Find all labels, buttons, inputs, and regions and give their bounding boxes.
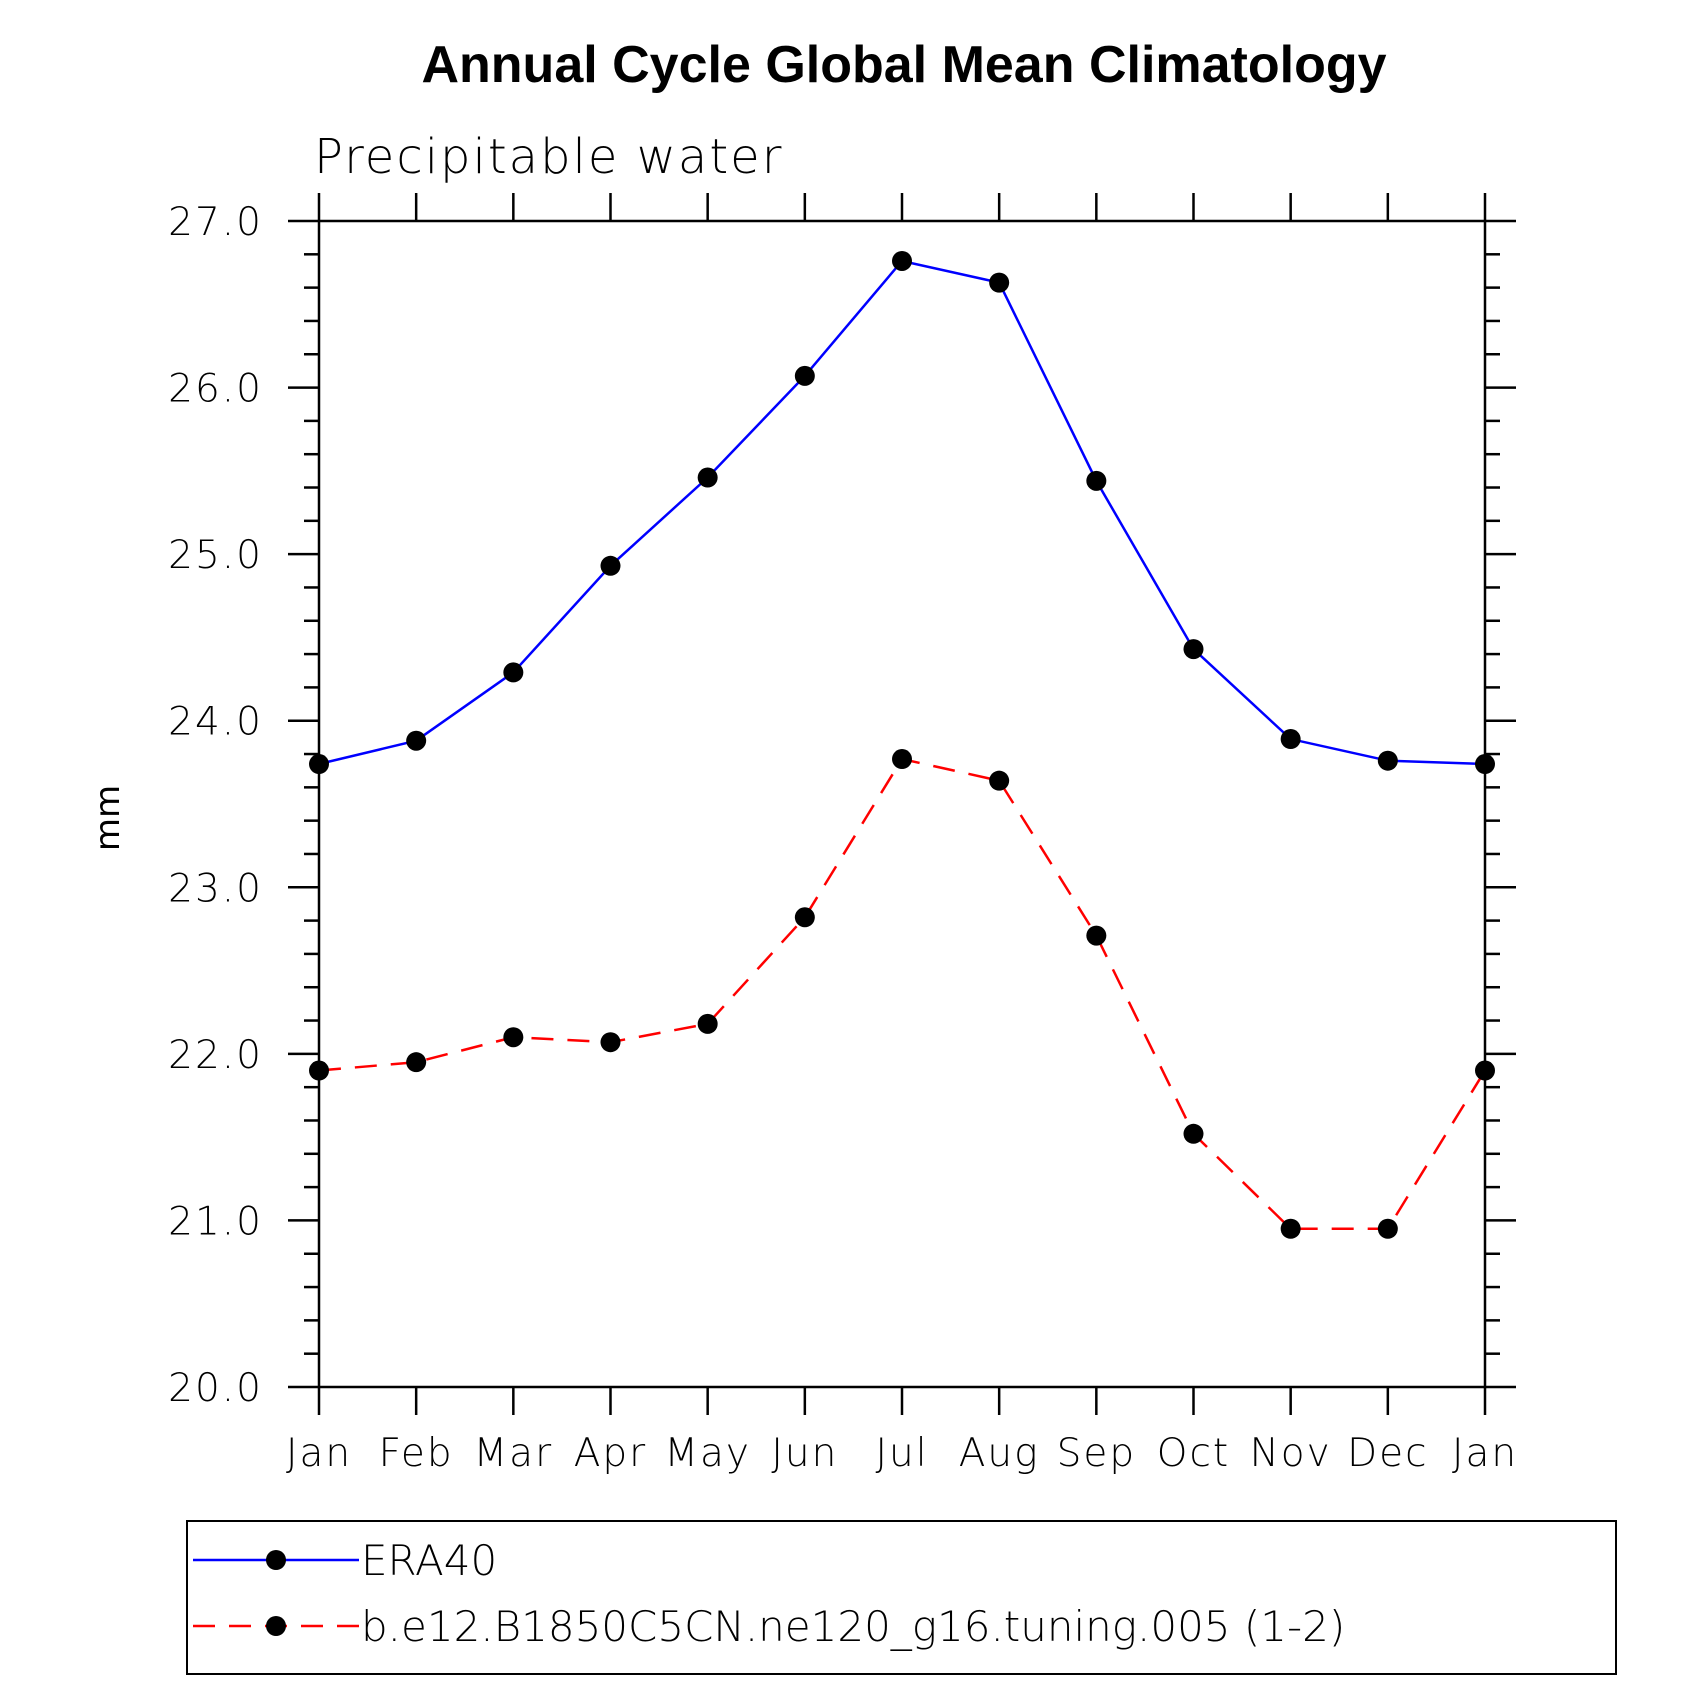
x-tick-label: May (664, 1431, 751, 1476)
x-tick-label: Mar (474, 1431, 554, 1476)
data-point (1086, 925, 1107, 946)
series-line-0 (318, 259, 1486, 766)
legend-label-1: b.e12.B1850C5CN.ne120_g16.tuning.005 (1-… (361, 1602, 1345, 1651)
data-point (794, 907, 815, 928)
x-tick-label: Aug (959, 1431, 1040, 1476)
data-point (1183, 639, 1204, 660)
data-point (1280, 729, 1301, 750)
data-point (697, 1013, 718, 1034)
data-point (1377, 1218, 1398, 1239)
y-tick-label: 27.0 (168, 200, 263, 245)
data-point (406, 730, 427, 751)
x-tick-label: Sep (1057, 1431, 1137, 1476)
legend-label-0: ERA40 (361, 1536, 497, 1585)
x-tick-label: Jul (875, 1431, 928, 1476)
y-tick-label: 24.0 (168, 700, 263, 745)
data-point (1475, 1060, 1495, 1081)
legend-marker (266, 1550, 286, 1570)
data-point (503, 662, 524, 683)
series-points (309, 250, 1495, 1239)
data-point (1086, 470, 1107, 491)
data-point (406, 1052, 427, 1073)
data-point (892, 250, 912, 271)
x-tick-label: Oct (1157, 1431, 1230, 1476)
data-point (989, 272, 1010, 293)
data-point (1377, 750, 1398, 771)
chart-title: Annual Cycle Global Mean Climatology (421, 36, 1386, 94)
x-tick-label: Jun (771, 1431, 838, 1476)
legend: ERA40 b.e12.B1850C5CN.ne120_g16.tuning.00… (193, 1536, 1345, 1651)
data-point (309, 1060, 329, 1081)
legend-marker (266, 1616, 286, 1636)
data-point (309, 754, 329, 775)
chart-subtitle: Precipitable water (314, 129, 783, 185)
data-point (794, 365, 815, 386)
data-point (503, 1027, 524, 1048)
x-tick-label: Feb (379, 1431, 454, 1476)
y-tick-label: 26.0 (168, 367, 263, 412)
data-point (600, 555, 621, 576)
x-tick-label: Jan (1452, 1431, 1518, 1476)
y-tick-label: 22.0 (168, 1033, 263, 1078)
y-tick-label: 20.0 (168, 1366, 263, 1411)
y-tick-label: 25.0 (168, 533, 263, 578)
data-point (1183, 1123, 1204, 1144)
y-tick-label: 23.0 (168, 866, 263, 911)
y-tick-labels: 20.0 21.0 22.0 23.0 24.0 25.0 26.0 27.0 (168, 200, 263, 1411)
data-point (989, 770, 1010, 791)
y-axis-label: mm (88, 785, 128, 851)
y-tick-label: 21.0 (168, 1199, 263, 1244)
data-point (892, 749, 912, 770)
data-point (1280, 1218, 1301, 1239)
legend-box (186, 1520, 1617, 1675)
series-lines (318, 259, 1487, 1231)
x-tick-label: Nov (1250, 1431, 1332, 1476)
data-point (1475, 754, 1495, 775)
axis-ticks (288, 193, 1516, 1415)
x-tick-label: Jan (286, 1431, 352, 1476)
series-line-1 (318, 757, 1487, 1231)
plot-frame (317, 219, 1487, 1389)
x-tick-label: Dec (1347, 1431, 1428, 1476)
data-point (600, 1032, 621, 1053)
x-tick-label: Apr (574, 1431, 647, 1476)
data-point (697, 467, 718, 488)
x-tick-labels: Jan Feb Mar Apr May Jun Jul Aug Sep Oct Nov Dec Jan (286, 1431, 1518, 1476)
